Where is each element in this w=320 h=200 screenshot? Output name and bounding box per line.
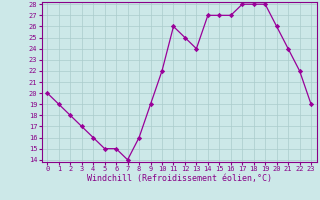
X-axis label: Windchill (Refroidissement éolien,°C): Windchill (Refroidissement éolien,°C): [87, 174, 272, 183]
